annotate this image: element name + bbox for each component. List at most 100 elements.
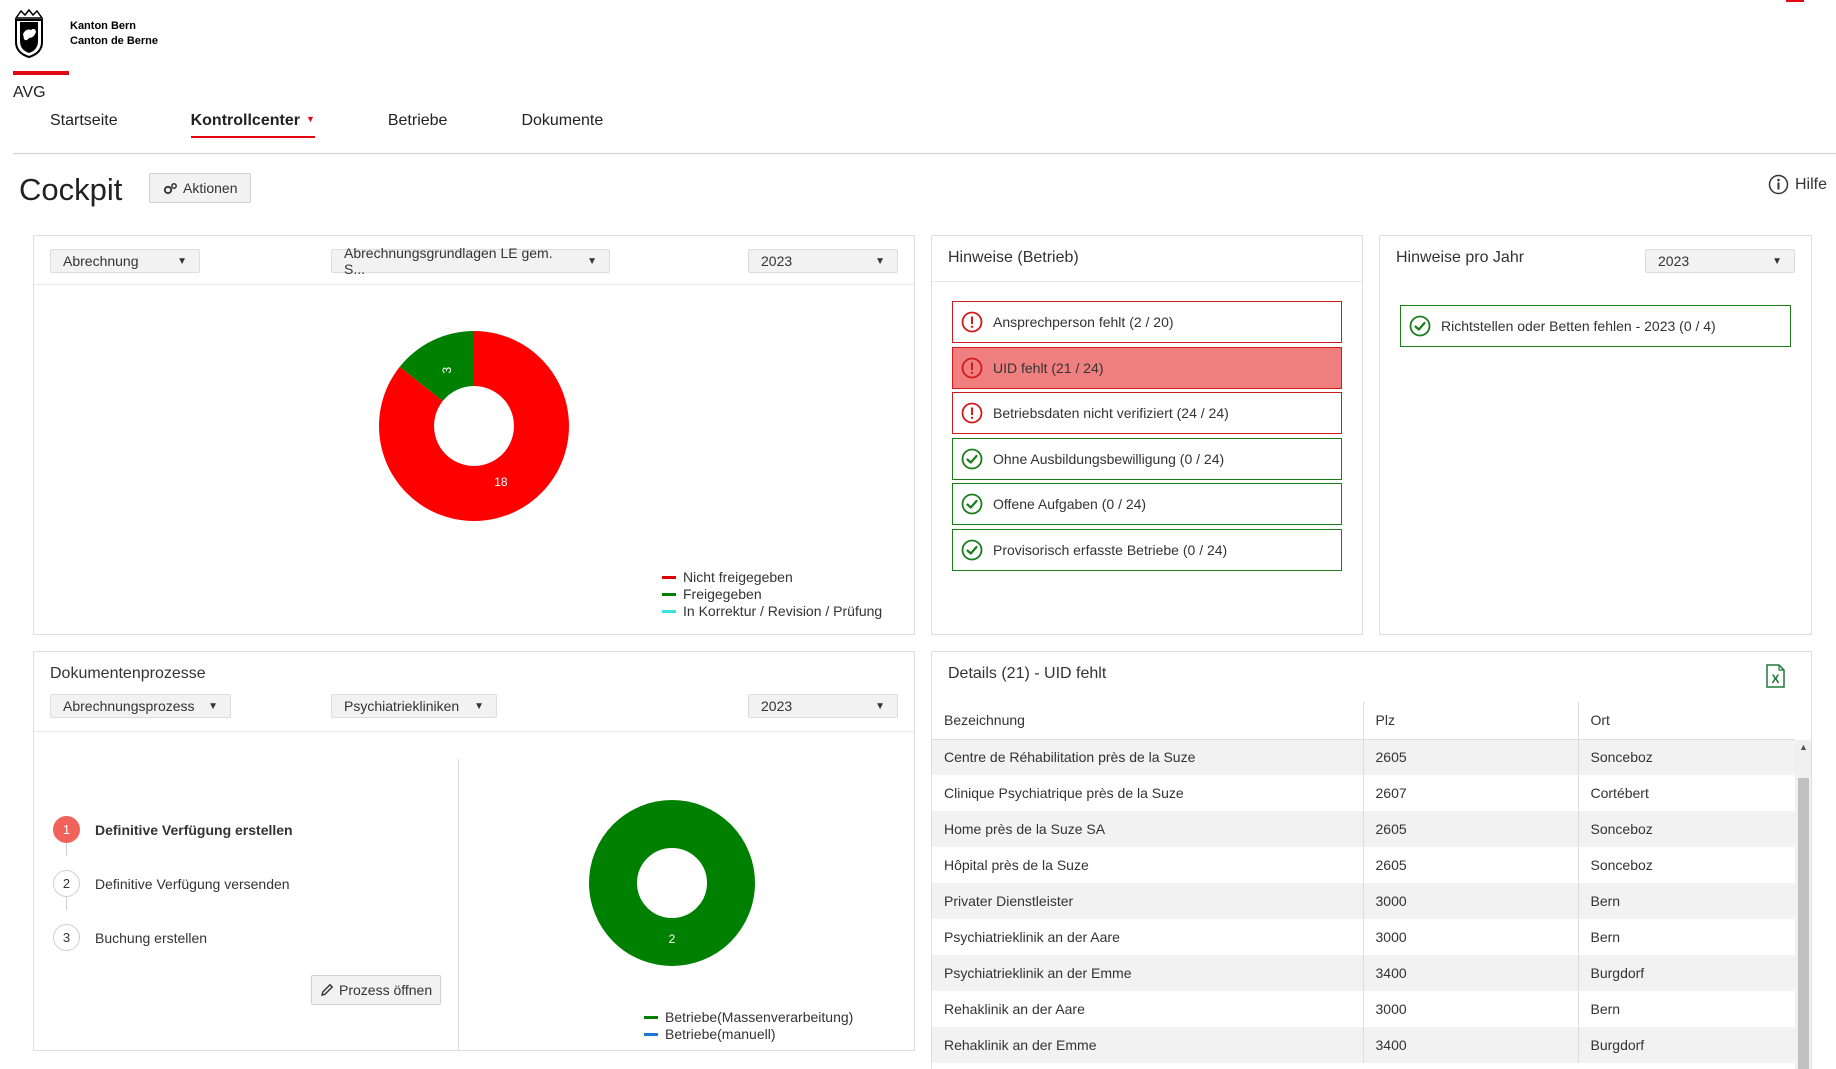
details-card: Details (21) - UID fehlt X Bezeichnung P… (931, 651, 1812, 1069)
cell-ort: Cortébert (1577, 775, 1795, 811)
canton-logo[interactable]: Kanton Bern Canton de Berne (13, 8, 158, 58)
legend-item[interactable]: Nicht freigegeben (662, 569, 882, 586)
caret-down-icon: ▼ (1772, 255, 1782, 267)
process-step[interactable]: 2 Definitive Verfügung versenden (53, 870, 290, 897)
process-step[interactable]: 1 Definitive Verfügung erstellen (53, 816, 293, 843)
hinweise-betrieb-card: Hinweise (Betrieb) Ansprechperson fehlt … (931, 235, 1363, 635)
notice-item[interactable]: Provisorisch erfasste Betriebe (0 / 24) (952, 528, 1342, 571)
column-header-ort[interactable]: Ort (1577, 702, 1795, 740)
aktionen-button[interactable]: Aktionen (149, 173, 252, 203)
column-header-plz[interactable]: Plz (1362, 702, 1578, 740)
check-circle-icon (961, 493, 983, 515)
svg-text:X: X (1771, 672, 1779, 686)
notice-label: Offene Aufgaben (0 / 24) (993, 496, 1147, 512)
select-value: 2023 (761, 253, 793, 269)
step-connector (66, 830, 67, 856)
step-number: 1 (53, 816, 80, 843)
notice-item[interactable]: Ansprechperson fehlt (2 / 20) (952, 301, 1342, 343)
step-label: Definitive Verfügung versenden (95, 875, 290, 892)
cell-bezeichnung: Home près de la Suze SA (932, 811, 1363, 847)
table-row[interactable]: Psychiatrieklinik an der Aare 3000 Bern (932, 919, 1795, 955)
cell-ort: Bern (1577, 919, 1795, 955)
donut-slice[interactable] (589, 800, 755, 966)
hinweise-betrieb-title: Hinweise (Betrieb) (948, 249, 1079, 266)
gears-icon (163, 182, 177, 194)
page-title: Cockpit (19, 172, 123, 207)
legend-swatch (662, 610, 676, 613)
excel-export-button[interactable]: X (1764, 664, 1786, 691)
cell-bezeichnung: Psychiatrieklinik an der Aare (932, 919, 1363, 955)
nav-startseite[interactable]: Startseite (50, 112, 118, 129)
scroll-up-arrow-icon[interactable]: ▲ (1799, 742, 1808, 752)
legend-item[interactable]: Betriebe(manuell) (644, 1026, 853, 1043)
legend-item[interactable]: Freigegeben (662, 586, 882, 603)
table-row[interactable]: Privater Dienstleister 3000 Bern (932, 883, 1795, 919)
donut-slice[interactable] (399, 331, 474, 402)
legend-item[interactable]: Betriebe(Massenverarbeitung) (644, 1009, 853, 1026)
bern-coat-of-arms-icon (14, 8, 44, 58)
process-step[interactable]: 3 Buchung erstellen (53, 924, 207, 951)
panel-divider (458, 759, 459, 1051)
table-row[interactable]: Centre de Réhabilitation près de la Suze… (932, 739, 1795, 775)
check-circle-icon (961, 539, 983, 560)
nav-kontrollcenter[interactable]: Kontrollcenter ▼ (190, 112, 315, 138)
table-row[interactable]: Home près de la Suze SA 2605 Sonceboz (932, 811, 1795, 847)
cell-plz: 3000 (1362, 991, 1578, 1027)
cell-ort: Sonceboz (1577, 811, 1795, 847)
abrechnung-legend: Nicht freigegeben Freigegeben In Korrektur… (662, 569, 882, 620)
caret-down-icon: ▼ (875, 255, 885, 267)
caret-down-icon: ▼ (875, 700, 885, 712)
cell-ort: Burgdorf (1577, 955, 1795, 991)
prozess-year-select[interactable]: 2023 ▼ (748, 694, 898, 718)
table-row[interactable]: Rehaklinik an der Aare 3000 Bern (932, 991, 1795, 1027)
info-icon (1768, 174, 1789, 195)
prozess-oeffnen-button[interactable]: Prozess öffnen (311, 975, 442, 1005)
notice-item[interactable]: Richtstellen oder Betten fehlen - 2023 (… (1400, 305, 1791, 347)
table-row[interactable]: Rehaklinik an der Emme 3400 Burgdorf (932, 1027, 1795, 1063)
notice-label: Ansprechperson fehlt (2 / 20) (993, 314, 1174, 330)
check-circle-icon (1409, 315, 1431, 337)
scroll-thumb[interactable] (1798, 778, 1809, 1069)
cell-bezeichnung: Hôpital près de la Suze (932, 847, 1363, 883)
nav-dokumente[interactable]: Dokumente (521, 112, 604, 129)
hinweise-jahr-year-select[interactable]: 2023 ▼ (1645, 249, 1795, 273)
column-header-bezeichnung[interactable]: Bezeichnung (932, 702, 1363, 740)
hinweise-jahr-title: Hinweise pro Jahr (1396, 249, 1525, 266)
cell-plz: 2605 (1362, 811, 1578, 847)
prozess-type-select[interactable]: Abrechnungsprozess ▼ (50, 694, 231, 718)
table-row[interactable]: Clinique Psychiatrique près de la Suze 26… (932, 775, 1795, 811)
notice-item[interactable]: Betriebsdaten nicht verifiziert (24 / 24… (952, 392, 1342, 434)
cell-bezeichnung: Clinique Psychiatrique près de la Suze (932, 775, 1363, 811)
logo-red-bar (13, 71, 69, 75)
legend-label: In Korrektur / Revision / Prüfung (683, 603, 883, 619)
cell-plz: 3400 (1362, 1027, 1578, 1063)
cell-bezeichnung: Rehaklinik an der Aare (932, 991, 1363, 1027)
step-connector (66, 884, 67, 910)
table-row[interactable]: Hôpital près de la Suze 2605 Sonceboz (932, 847, 1795, 883)
cell-bezeichnung: Privater Dienstleister (932, 883, 1363, 919)
hilfe-button[interactable]: Hilfe (1768, 174, 1827, 195)
legend-label: Freigegeben (683, 586, 762, 602)
app-name: AVG (13, 84, 46, 101)
table-scrollbar[interactable]: ▲ (1795, 740, 1811, 1069)
notice-label: UID fehlt (21 / 24) (993, 359, 1104, 376)
abrechnung-donut-chart[interactable]: 18 3 (364, 316, 584, 536)
notice-item[interactable]: Ohne Ausbildungsbewilligung (0 / 24) (952, 437, 1342, 480)
prozess-category-select[interactable]: Psychiatriekliniken ▼ (331, 694, 497, 718)
select-value: 2023 (1658, 253, 1690, 269)
legend-item[interactable]: In Korrektur / Revision / Prüfung (662, 603, 882, 620)
nav-betriebe[interactable]: Betriebe (387, 112, 448, 129)
donut-slice[interactable] (379, 331, 569, 521)
cell-ort: Burgdorf (1577, 1027, 1795, 1063)
prozess-legend: Betriebe(Massenverarbeitung) Betriebe(man… (644, 1009, 853, 1043)
abrechnung-grundlagen-select[interactable]: Abrechnungsgrundlagen LE gem. S... ▼ (331, 245, 610, 277)
cell-plz: 2607 (1362, 775, 1578, 811)
prozess-donut-chart[interactable]: 2 (577, 788, 767, 978)
abrechnung-year-select[interactable]: 2023 ▼ (748, 249, 898, 273)
notice-item[interactable]: UID fehlt (21 / 24) (952, 346, 1342, 389)
hinweise-jahr-card: Hinweise pro Jahr 2023 ▼ Richtstellen ode… (1379, 235, 1812, 635)
table-row[interactable]: Psychiatrieklinik an der Emme 3400 Burgdor… (932, 955, 1795, 991)
notice-item[interactable]: Offene Aufgaben (0 / 24) (952, 483, 1342, 525)
abrechnung-type-select[interactable]: Abrechnung ▼ (50, 249, 200, 273)
cell-plz: 3000 (1362, 883, 1578, 919)
